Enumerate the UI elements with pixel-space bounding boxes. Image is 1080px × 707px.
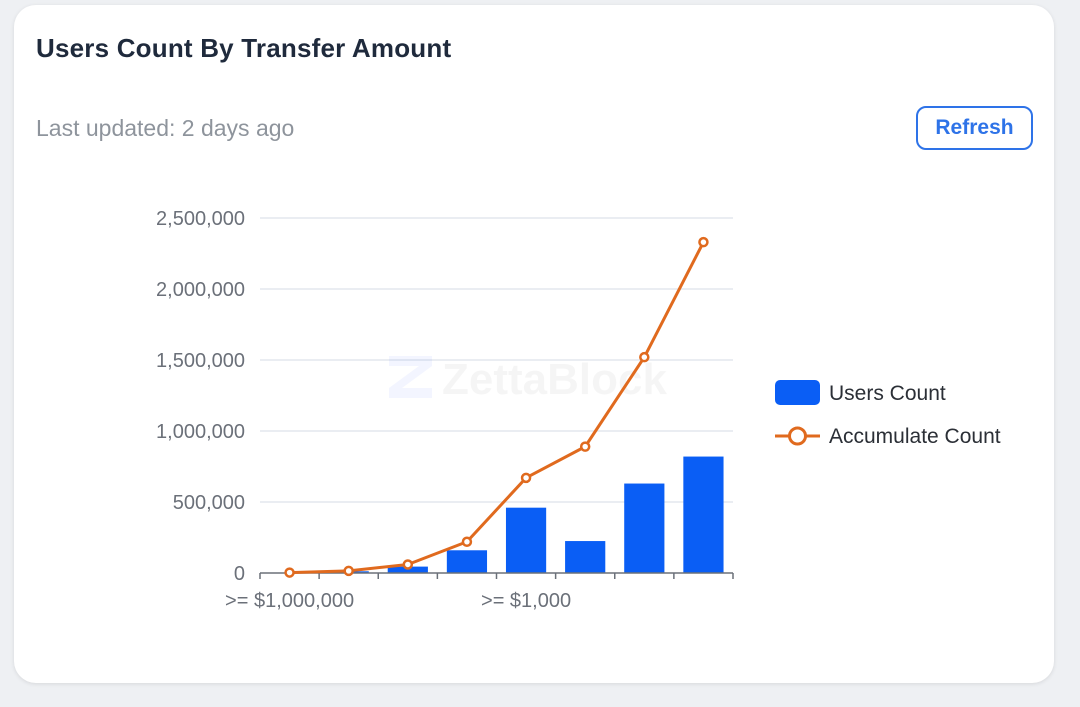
line-point (520, 472, 532, 484)
zettablock-logo-icon (389, 356, 432, 398)
line-point (698, 236, 709, 248)
x-tick-labels: >= $1,000,000 >= $1,000 (225, 590, 571, 612)
legend: Users Count Accumulate Count (775, 380, 1001, 448)
grid-lines (260, 217, 733, 503)
x-tick-label: >= $1,000,000 (225, 590, 354, 612)
line-point (284, 567, 295, 578)
last-updated-text: Last updated: 2 days ago (36, 115, 295, 141)
y-tick-label: 0 (234, 563, 245, 585)
legend-item-accumulate-count[interactable]: Accumulate Count (775, 425, 1001, 448)
legend-label: Accumulate Count (829, 425, 1001, 448)
legend-swatch-point (788, 426, 807, 446)
legend-item-users-count[interactable]: Users Count (775, 380, 946, 405)
line-point (461, 536, 473, 548)
accumulate-line (289, 241, 705, 575)
line-series (284, 236, 709, 578)
y-tick-label: 2,000,000 (156, 279, 245, 301)
line-point (343, 565, 354, 577)
watermark: ZettaBlock (389, 355, 667, 404)
y-tick-label: 1,500,000 (156, 350, 245, 372)
y-tick-labels: 0 500,000 1,000,000 1,500,000 2,000,000 2,500… (156, 208, 245, 585)
y-tick-label: 2,500,000 (156, 208, 245, 230)
line-point (402, 559, 414, 570)
bar (565, 541, 606, 573)
y-tick-label: 500,000 (173, 492, 245, 514)
refresh-button[interactable]: Refresh (916, 106, 1033, 150)
axes (259, 572, 734, 579)
bar (624, 483, 665, 573)
bar (387, 566, 428, 573)
line-point (639, 351, 650, 363)
x-tick-label: >= $1,000 (481, 590, 571, 612)
bar (505, 507, 547, 573)
bar (683, 456, 724, 573)
y-tick-label: 1,000,000 (156, 421, 245, 443)
watermark-text: ZettaBlock (442, 355, 667, 404)
line-point (579, 441, 591, 452)
legend-swatch-bar (775, 380, 820, 405)
legend-label: Users Count (829, 382, 946, 405)
bar-series (269, 456, 724, 573)
bar (446, 550, 488, 573)
card-title: Users Count By Transfer Amount (36, 33, 452, 63)
